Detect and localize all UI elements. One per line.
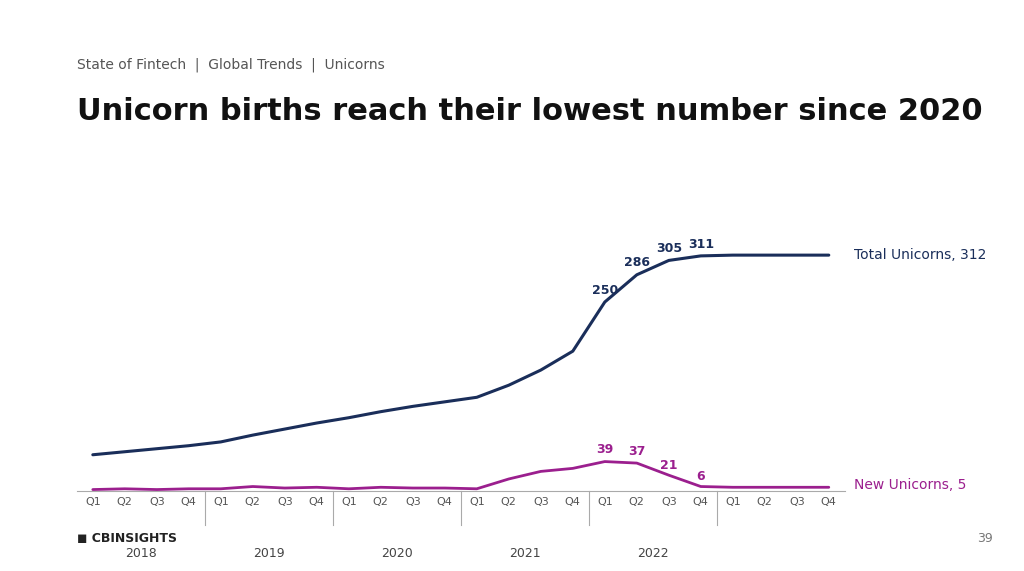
Text: 2021: 2021 (509, 547, 541, 560)
Text: 2020: 2020 (381, 547, 413, 560)
Text: 2019: 2019 (253, 547, 285, 560)
Text: 305: 305 (655, 242, 682, 255)
Text: 2022: 2022 (637, 547, 669, 560)
Text: 6: 6 (696, 471, 706, 484)
Text: Unicorn births reach their lowest number since 2020: Unicorn births reach their lowest number… (77, 97, 982, 126)
Text: 311: 311 (688, 238, 714, 251)
Text: State of Fintech  |  Global Trends  |  Unicorns: State of Fintech | Global Trends | Unico… (77, 57, 385, 71)
Text: 286: 286 (624, 256, 650, 270)
Text: 250: 250 (592, 284, 617, 297)
Text: 39: 39 (596, 443, 613, 456)
Text: ◼ CBINSIGHTS: ◼ CBINSIGHTS (77, 532, 177, 545)
Text: 39: 39 (978, 532, 993, 545)
Text: 37: 37 (628, 445, 645, 458)
Text: Total Unicorns, 312: Total Unicorns, 312 (854, 248, 987, 262)
Text: 2018: 2018 (125, 547, 157, 560)
Text: New Unicorns, 5: New Unicorns, 5 (854, 478, 967, 492)
Text: 21: 21 (660, 459, 678, 472)
